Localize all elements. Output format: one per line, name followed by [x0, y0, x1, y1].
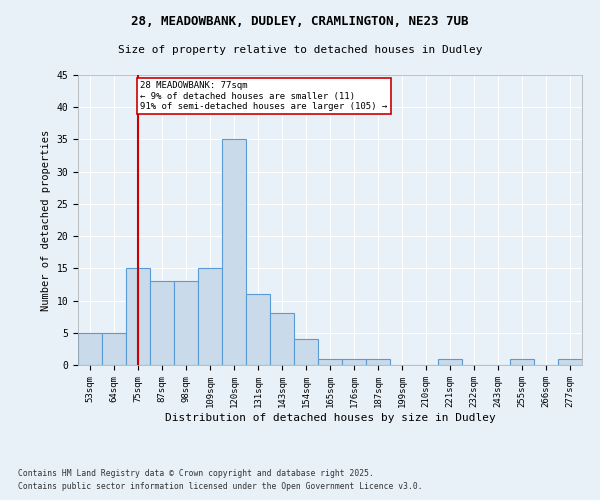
Bar: [438, 358, 462, 365]
Text: Contains public sector information licensed under the Open Government Licence v3: Contains public sector information licen…: [18, 482, 422, 491]
Bar: [102, 333, 126, 365]
Bar: [366, 358, 390, 365]
Bar: [270, 314, 294, 365]
Bar: [126, 268, 150, 365]
Bar: [150, 281, 174, 365]
Text: Size of property relative to detached houses in Dudley: Size of property relative to detached ho…: [118, 45, 482, 55]
Bar: [174, 281, 198, 365]
Text: 28 MEADOWBANK: 77sqm
← 9% of detached houses are smaller (11)
91% of semi-detach: 28 MEADOWBANK: 77sqm ← 9% of detached ho…: [140, 82, 388, 111]
Bar: [342, 358, 366, 365]
Text: Contains HM Land Registry data © Crown copyright and database right 2025.: Contains HM Land Registry data © Crown c…: [18, 468, 374, 477]
Bar: [558, 358, 582, 365]
Bar: [294, 339, 318, 365]
Bar: [510, 358, 534, 365]
Text: 28, MEADOWBANK, DUDLEY, CRAMLINGTON, NE23 7UB: 28, MEADOWBANK, DUDLEY, CRAMLINGTON, NE2…: [131, 15, 469, 28]
Bar: [198, 268, 222, 365]
X-axis label: Distribution of detached houses by size in Dudley: Distribution of detached houses by size …: [164, 412, 496, 422]
Bar: [78, 333, 102, 365]
Bar: [246, 294, 270, 365]
Bar: [318, 358, 342, 365]
Y-axis label: Number of detached properties: Number of detached properties: [41, 130, 51, 310]
Bar: [222, 140, 246, 365]
